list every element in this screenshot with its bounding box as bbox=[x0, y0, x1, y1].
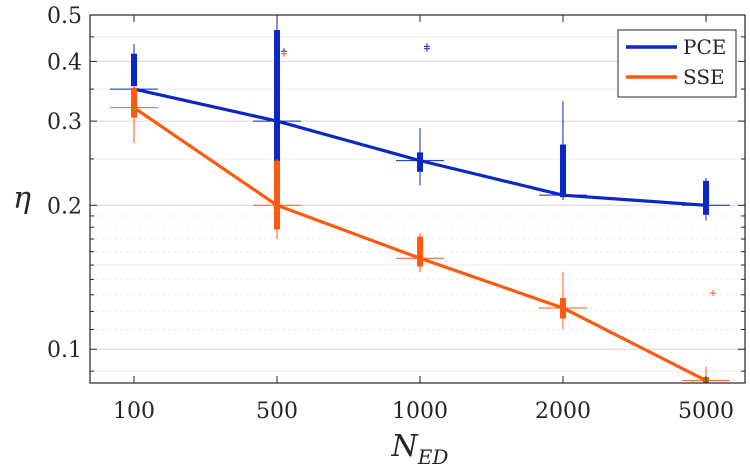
legend-label-pce: PCE bbox=[683, 35, 726, 59]
plot-frame bbox=[89, 14, 746, 384]
y-tick-label: 0.4 bbox=[47, 50, 82, 75]
y-tick-label: 0.5 bbox=[47, 4, 82, 29]
grid bbox=[90, 36, 745, 372]
box bbox=[560, 144, 566, 198]
legend-label-sse: SSE bbox=[683, 65, 725, 89]
plot-area bbox=[110, 15, 730, 383]
x-tick-label: 5000 bbox=[678, 399, 734, 424]
box bbox=[274, 30, 280, 164]
y-tick-label: 0.3 bbox=[47, 110, 82, 135]
box bbox=[131, 87, 137, 118]
x-tick-label: 500 bbox=[256, 399, 298, 424]
x-axis-title-main: N bbox=[391, 429, 420, 464]
outlier-marker bbox=[424, 43, 430, 50]
series-sse bbox=[110, 50, 730, 383]
y-tick-label: 0.2 bbox=[47, 194, 82, 219]
legend: PCE SSE bbox=[617, 29, 737, 98]
box bbox=[274, 160, 280, 230]
x-axis-title: NED bbox=[391, 429, 449, 469]
box bbox=[131, 53, 137, 87]
x-axis-title-subscript: ED bbox=[417, 445, 449, 469]
outlier-marker bbox=[710, 290, 716, 297]
x-tick-label: 1000 bbox=[392, 399, 448, 424]
y-tick-label: 0.1 bbox=[47, 338, 82, 363]
series-line-pce bbox=[133, 87, 707, 207]
box bbox=[703, 180, 709, 215]
x-tick-label: 2000 bbox=[535, 399, 591, 424]
box bbox=[417, 236, 423, 267]
x-axis: 100 500 1000 2000 5000 bbox=[113, 15, 734, 424]
outlier-marker bbox=[281, 50, 287, 57]
x-tick-label: 100 bbox=[113, 399, 155, 424]
legend-box bbox=[617, 29, 737, 98]
y-axis-title: η bbox=[13, 181, 31, 216]
y-axis: 0.1 0.2 0.3 0.4 0.5 bbox=[47, 4, 745, 372]
series-line-sse bbox=[133, 106, 707, 382]
